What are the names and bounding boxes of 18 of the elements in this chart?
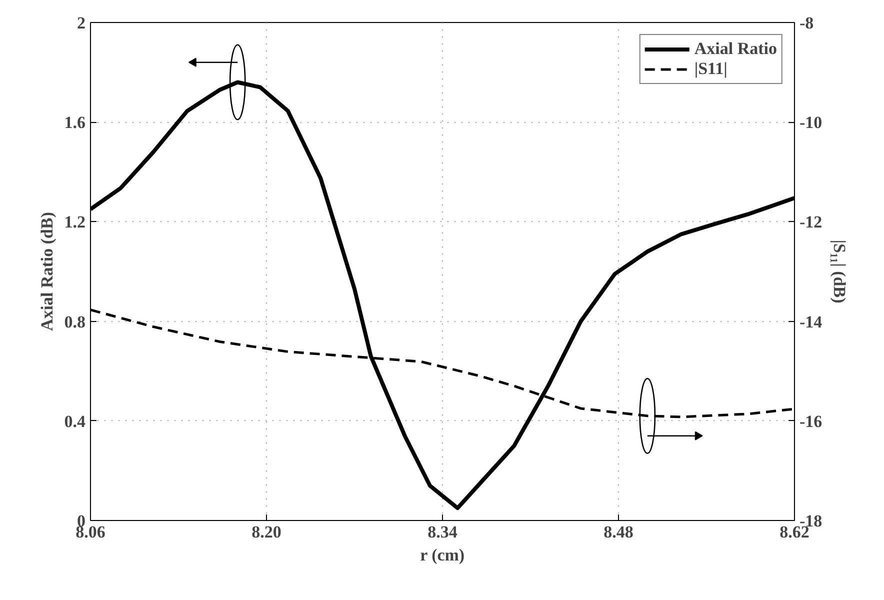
legend-label: Axial Ratio: [694, 39, 777, 59]
x-tick-label: 8.48: [604, 522, 634, 542]
y-tick-label: 1.2: [64, 212, 86, 232]
y-tick-label: 0.4: [64, 412, 86, 431]
y2-tick-label: -8: [800, 14, 814, 32]
legend-label: |S11|: [694, 59, 728, 79]
y-tick-label: 2: [77, 14, 86, 32]
y2-tick-label: -12: [800, 212, 822, 232]
y2-axis-title: |S₁₁| (dB): [830, 240, 850, 304]
y-axis-title: Axial Ratio (dB): [37, 212, 56, 331]
y2-tick-label: -16: [800, 412, 822, 431]
y-tick-label: 1.6: [64, 113, 86, 132]
y-tick-label: 0.8: [64, 312, 86, 332]
x-tick-label: 8.20: [252, 522, 282, 542]
y2-tick-label: -14: [800, 312, 823, 332]
x-axis-title: r (cm): [420, 546, 465, 564]
y2-tick-label: -10: [800, 113, 822, 132]
x-tick-label: 8.34: [428, 522, 458, 542]
